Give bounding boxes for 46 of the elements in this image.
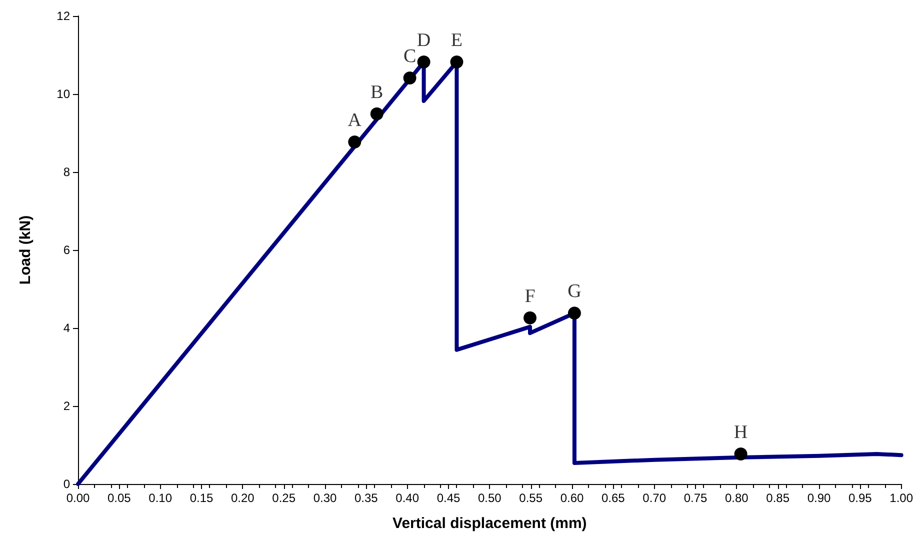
annotation: F <box>524 286 536 307</box>
annotation: B <box>370 82 384 103</box>
y-tick-label: 10 <box>56 87 70 101</box>
annotation: E <box>450 30 463 52</box>
x-axis-title: Vertical displacement (mm) <box>392 515 587 532</box>
point <box>348 135 362 148</box>
x-tick-label: 0.75 <box>684 491 708 505</box>
point <box>370 107 384 120</box>
point <box>450 56 464 69</box>
point <box>734 447 748 460</box>
x-tick-label: 0.05 <box>107 491 132 505</box>
y-axis-title: Load (kN) <box>17 215 34 285</box>
point <box>524 311 537 324</box>
x-tick-label: 0.85 <box>766 491 790 505</box>
x-tick-label: 0.10 <box>148 491 172 505</box>
annotation: H <box>734 422 748 443</box>
x-tick-label: 0.95 <box>848 491 872 505</box>
x-tick-label: 0.80 <box>724 491 749 505</box>
x-tick-label: 0.45 <box>436 491 460 505</box>
y-tick-label: 0 <box>63 477 70 491</box>
y-tick-label: 12 <box>56 9 70 23</box>
x-tick-label: 1.00 <box>890 491 914 505</box>
x-tick-label: 0.50 <box>478 491 502 505</box>
x-tick-label: 0.70 <box>642 491 666 505</box>
x-tick-label: 0.60 <box>560 491 584 505</box>
x-tick-label: 0.20 <box>230 491 255 505</box>
x-tick-label: 0.65 <box>601 491 626 505</box>
x-tick-label: 0.40 <box>396 491 420 505</box>
y-tick-label: 2 <box>63 399 70 413</box>
annotation: A <box>348 110 362 131</box>
point <box>568 306 581 320</box>
y-tick-label: 6 <box>63 243 70 257</box>
point <box>417 56 430 69</box>
x-tick-label: 0.15 <box>190 491 214 505</box>
x-tick-label: 0.30 <box>313 491 337 505</box>
x-tick-label: 0.00 <box>66 491 90 505</box>
point <box>403 72 416 85</box>
y-tick-label: 4 <box>63 321 70 335</box>
annotation: G <box>568 281 582 302</box>
y-tick-label: 8 <box>63 165 70 179</box>
x-tick-label: 0.25 <box>272 491 296 505</box>
x-tick-label: 0.55 <box>519 491 543 505</box>
annotation: C <box>403 46 416 68</box>
annotation: D <box>416 30 431 52</box>
x-tick-label: 0.90 <box>807 491 831 505</box>
x-tick-label: 0.35 <box>354 491 378 505</box>
